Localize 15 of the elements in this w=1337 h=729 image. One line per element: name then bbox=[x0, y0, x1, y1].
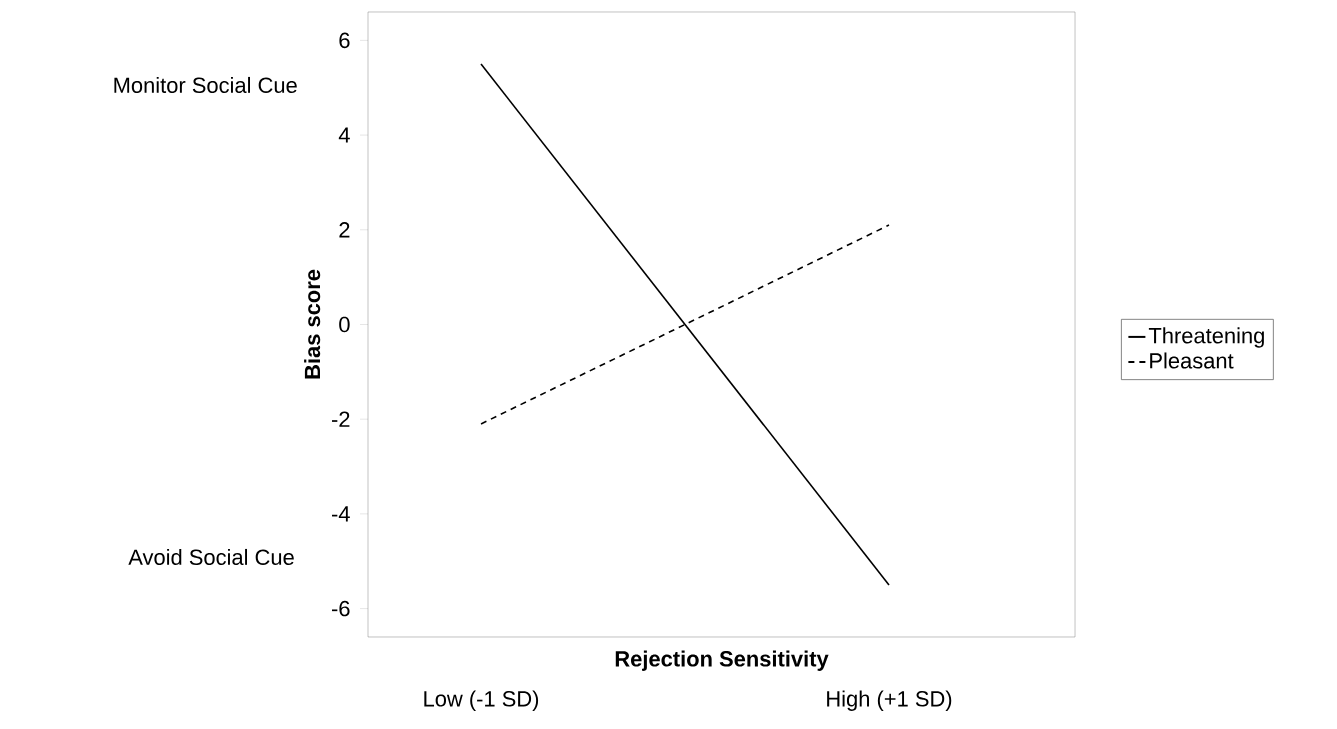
x-tick-label: Low (-1 SD) bbox=[424, 690, 539, 711]
y-tick-label: -6 bbox=[331, 600, 350, 617]
y-tick-label: 2 bbox=[339, 222, 350, 238]
x-axis-title: Rejection Sensitivity bbox=[615, 650, 829, 671]
y-tick-label: 4 bbox=[338, 127, 350, 143]
y-tick-label: 6 bbox=[339, 32, 350, 49]
text: Monitor Social Cue bbox=[114, 76, 297, 94]
y-tick-label: 0 bbox=[339, 316, 350, 333]
x-tick-label: High (+1 SD) bbox=[827, 690, 952, 711]
legend-label: Pleasant bbox=[1150, 352, 1234, 369]
y-axis-title: Bias score bbox=[304, 269, 321, 379]
y-tick-label: -2 bbox=[331, 411, 350, 427]
text: Avoid Social Cue bbox=[128, 548, 294, 566]
legend-label: Threatening bbox=[1148, 327, 1264, 348]
y-tick-label: -4 bbox=[331, 506, 350, 522]
